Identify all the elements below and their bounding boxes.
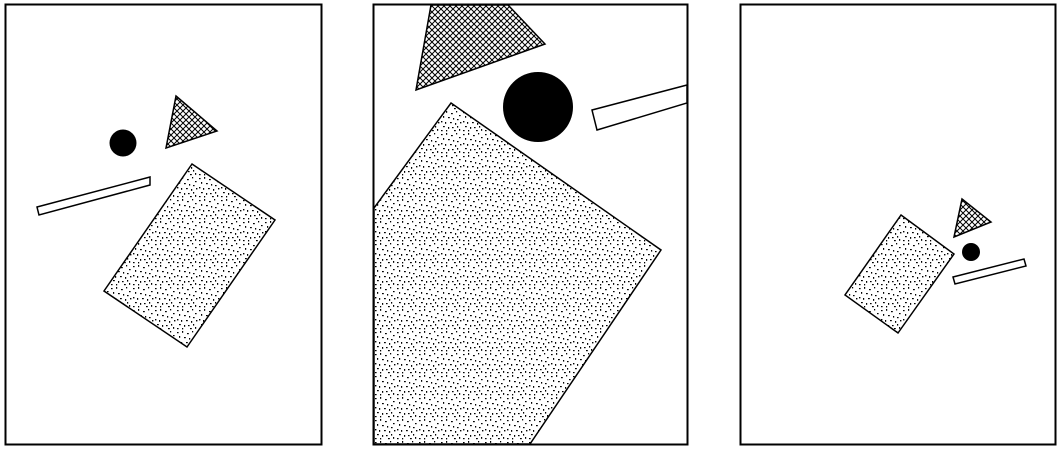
- panel-middle: [372, 3, 689, 446]
- speckled-rectangle: [843, 213, 956, 335]
- speckled-rectangle: [373, 101, 663, 445]
- hatched-triangle: [415, 4, 547, 92]
- long-bar: [952, 258, 1027, 285]
- hatched-triangle: [165, 94, 219, 150]
- panel-left: [4, 3, 323, 446]
- long-bar: [591, 84, 688, 131]
- panel-right: [739, 3, 1057, 446]
- black-circle: [962, 243, 980, 261]
- black-circle: [503, 72, 573, 142]
- black-circle: [109, 129, 137, 157]
- hatched-triangle: [952, 197, 993, 239]
- long-bar: [36, 176, 151, 216]
- speckled-rectangle: [102, 162, 277, 349]
